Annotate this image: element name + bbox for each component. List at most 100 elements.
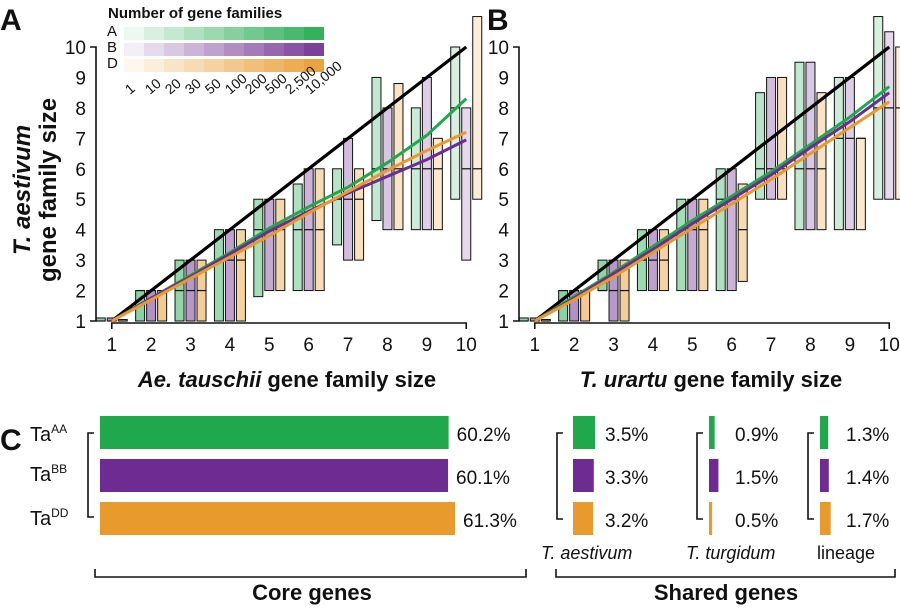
legend-swatch-d — [224, 59, 244, 72]
panel-b-box-d — [737, 183, 748, 282]
panel-a-x-tick-label: 10 — [456, 335, 477, 356]
legend-swatch-d — [264, 59, 284, 72]
legend-swatch-d — [184, 59, 204, 72]
legend-swatch-a — [224, 27, 244, 40]
core-value-label: 61.3% — [463, 511, 517, 532]
shared-value-label: 1.4% — [846, 468, 889, 489]
legend-swatch-d — [124, 59, 144, 72]
panel-a-x-axis-title: Ae. tauschii gene family size — [137, 367, 436, 392]
panel-a-box-d — [354, 168, 365, 261]
panel-a-xlabel-rest: gene family size — [261, 367, 436, 392]
panel-b-y-tick-label: 3 — [498, 251, 509, 272]
legend-swatch-a — [304, 27, 324, 40]
panel-a-x-tick-label: 6 — [303, 335, 314, 356]
panel-a-x-tick-label: 5 — [264, 335, 275, 356]
legend-row-label-a: A — [107, 23, 117, 40]
panel-b-x-tick-label: 3 — [608, 335, 619, 356]
shared-genes-label: Shared genes — [654, 580, 798, 605]
shared-value-label: 3.5% — [605, 425, 648, 446]
panel-a-xlabel-species: Ae. tauschii — [137, 367, 262, 392]
panel-b-x-tick-label: 8 — [805, 335, 816, 356]
panel-a-box-a — [292, 183, 303, 292]
panel-a-y-tick-label: 2 — [75, 282, 86, 303]
panel-b-identity-line — [533, 45, 891, 323]
legend-title: Number of gene families — [108, 5, 282, 22]
panel-a-x-tick-label: 1 — [106, 335, 117, 356]
row-label-tabb: TaBB — [30, 462, 67, 486]
panel-b-y-tick-label: 6 — [498, 160, 509, 181]
shared-bar-0-0 — [573, 416, 596, 449]
row-label-tabb-sup: BB — [51, 462, 67, 476]
panel-b-box-b — [884, 31, 895, 200]
legend-swatch-a — [204, 27, 224, 40]
core-bars: 60.2% 60.1% 61.3% — [100, 416, 517, 535]
panel-a-x-tick-label: 2 — [146, 335, 157, 356]
legend-tick-label: 50 — [202, 75, 224, 97]
legend-swatch-b — [304, 43, 324, 56]
row-label-tadd-sup: DD — [51, 506, 69, 520]
shared-value-label: 1.7% — [846, 511, 889, 532]
row-bracket — [87, 432, 94, 518]
panel-b-xlabel-species: T. urartu — [580, 367, 668, 392]
panel-a-box-b — [224, 229, 235, 322]
panel-b-box-b — [687, 198, 698, 292]
panel-b-x-tick-label: 2 — [569, 335, 580, 356]
panel-b-trend-line-b — [534, 91, 891, 323]
panel-a-box-a — [371, 76, 382, 222]
panel-b-box-a — [715, 168, 726, 292]
y-axis-title: T. aestivum gene family size — [9, 98, 62, 282]
panel-a-box-d — [235, 229, 246, 322]
legend-swatch-a — [144, 27, 164, 40]
shared-bar-0-2 — [573, 502, 594, 535]
panel-a-y-tick-label: 10 — [65, 38, 86, 59]
panel-a-x-tick-label: 7 — [343, 335, 354, 356]
panel-b-y-tick-label: 2 — [498, 282, 509, 303]
panel-b-box-a — [676, 198, 687, 292]
shared-bar-0-1 — [573, 459, 594, 492]
row-label-tadd: TaDD — [30, 506, 69, 530]
panel-b-x-tick-label: 1 — [529, 335, 540, 356]
panel-a-box-a — [450, 46, 461, 200]
core-bar-tabb — [100, 459, 449, 492]
panel-b-y-tick-label: 9 — [498, 68, 509, 89]
panel-a-x-axis — [110, 322, 468, 329]
panel-b-plot: 1 2 3 4 5 6 7 8 9 10 1 2 3 4 5 6 7 8 9 10 — [488, 16, 900, 356]
panel-b-x-tick-label: 6 — [726, 335, 737, 356]
y-axis-title-line2: gene family size — [35, 98, 62, 282]
y-axis-title-line1: T. aestivum — [9, 125, 36, 255]
legend-swatch-a — [164, 27, 184, 40]
legend-swatch-d — [144, 59, 164, 72]
group-label-lineage: lineage — [817, 543, 875, 563]
row-label-tabb-base: Ta — [30, 464, 52, 486]
shared-bar-1-1 — [709, 459, 719, 492]
panel-a-box-d — [275, 198, 286, 292]
shared-value-label: 0.9% — [735, 425, 778, 446]
core-value-label: 60.1% — [456, 468, 510, 489]
panel-b-x-tick-label: 5 — [687, 335, 698, 356]
panel-a-identity-line — [110, 45, 468, 323]
panel-a-y-tick-label: 8 — [75, 99, 86, 120]
row-label-taaa-base: Ta — [30, 424, 52, 446]
panel-a-box-d — [472, 16, 483, 200]
panel-a-x-tick-label: 4 — [225, 335, 236, 356]
panel-a-y-tick-label: 1 — [75, 312, 86, 333]
panel-letter-a: A — [0, 4, 22, 37]
panel-b-box-d — [777, 76, 788, 200]
legend-swatch-d — [244, 59, 264, 72]
panel-a-box-a — [253, 198, 264, 298]
panel-a-y-tick-label: 6 — [75, 160, 86, 181]
row-label-tadd-base: Ta — [30, 508, 52, 530]
legend-swatch-b — [224, 43, 244, 56]
core-bar-tadd — [100, 502, 455, 535]
shared-value-label: 1.5% — [735, 468, 778, 489]
legend-tick-label: 1 — [122, 80, 138, 97]
panel-a-y-tick-label: 4 — [75, 221, 86, 242]
core-bar-taaa — [100, 416, 449, 449]
shared-value-label: 0.5% — [735, 511, 778, 532]
panel-a-box-d — [432, 137, 443, 231]
panel-b-x-tick-label: 4 — [648, 335, 659, 356]
legend-row-label-d: D — [107, 55, 118, 72]
panel-letter-b: B — [487, 4, 509, 37]
core-genes-bracket — [94, 569, 527, 578]
